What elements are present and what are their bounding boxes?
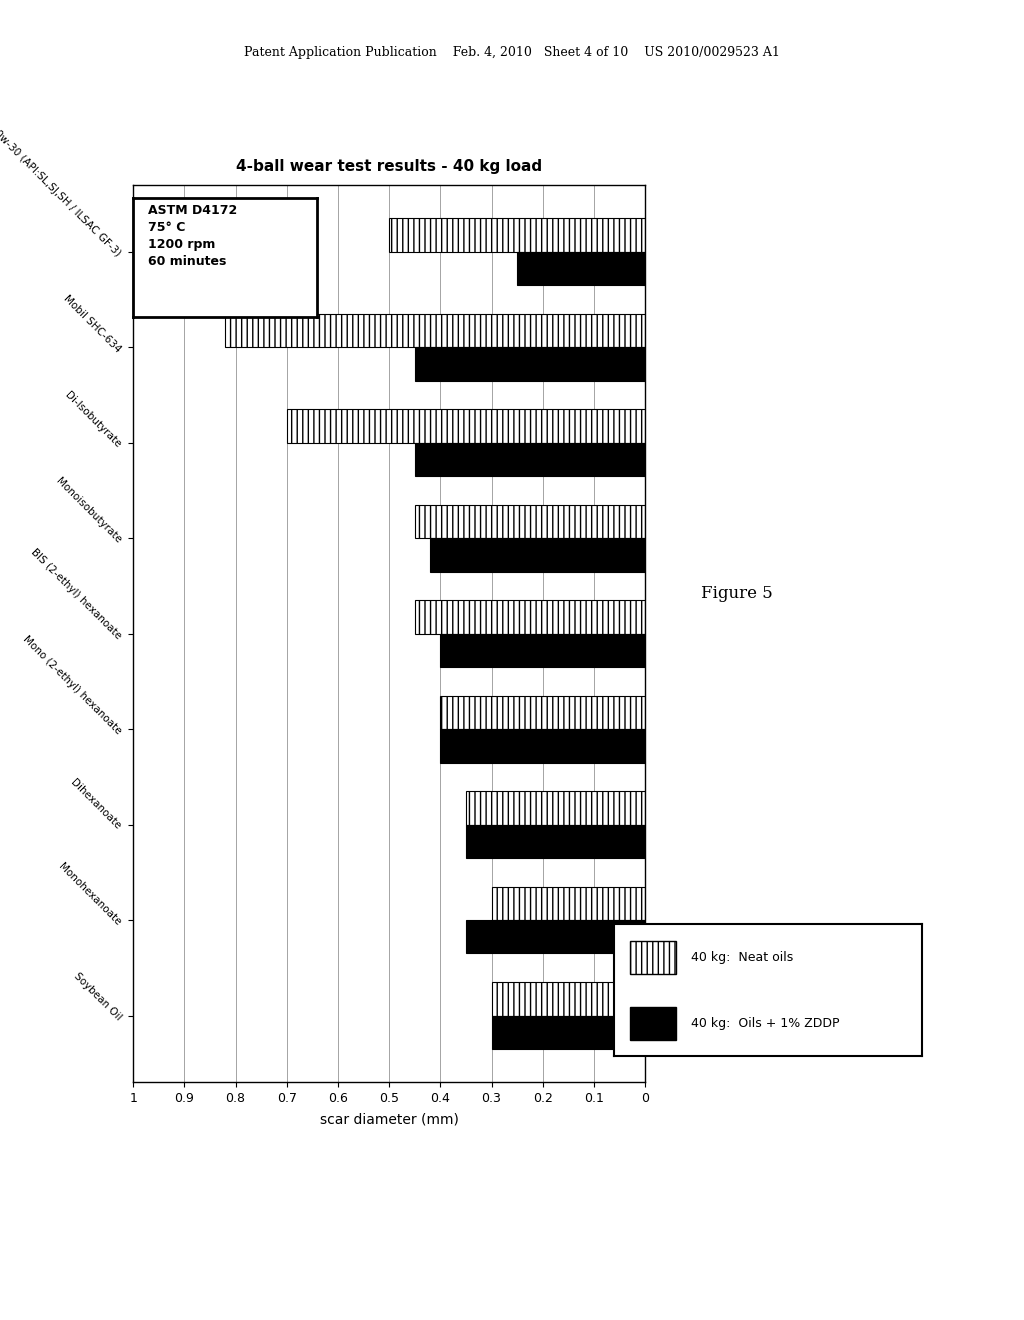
Bar [466,825,645,858]
Text: Dihexanoate: Dihexanoate [69,777,123,832]
FancyBboxPatch shape [630,941,676,974]
Text: ASTM D4172
75° C
1200 rpm
60 minutes: ASTM D4172 75° C 1200 rpm 60 minutes [147,205,238,268]
Bar [225,314,645,347]
Text: Figure 5: Figure 5 [701,586,773,602]
FancyBboxPatch shape [630,1007,676,1040]
Bar [415,442,645,477]
Title: 4-ball wear test results - 40 kg load: 4-ball wear test results - 40 kg load [237,158,542,174]
Bar [440,729,645,763]
Bar [492,1015,645,1049]
Text: Di-Isobutyrate: Di-Isobutyrate [63,389,123,450]
Bar [466,920,645,953]
Bar [492,982,645,1015]
Bar [440,634,645,667]
Text: SAE 10w-30 (API:SL,SJ,SH / ILSAC GF-3): SAE 10w-30 (API:SL,SJ,SH / ILSAC GF-3) [0,107,123,259]
Text: 40 kg:  Neat oils: 40 kg: Neat oils [691,950,794,964]
Text: Mobil SHC-634: Mobil SHC-634 [61,293,123,354]
Bar [415,601,645,634]
Bar [415,504,645,539]
Text: Soybean Oil: Soybean Oil [72,972,123,1023]
Text: Patent Application Publication    Feb. 4, 2010   Sheet 4 of 10    US 2010/002952: Patent Application Publication Feb. 4, 2… [244,46,780,59]
Bar [517,252,645,285]
Text: BIS (2-ethyl) hexanoate: BIS (2-ethyl) hexanoate [29,546,123,640]
X-axis label: scar diameter (mm): scar diameter (mm) [319,1111,459,1126]
Bar [466,791,645,825]
Bar [415,347,645,380]
Text: Mono (2-ethyl) hexanoate: Mono (2-ethyl) hexanoate [20,634,123,737]
Bar [389,218,645,252]
Bar [430,539,645,572]
Text: Monohexanoate: Monohexanoate [56,861,123,927]
Bar [492,887,645,920]
Text: Monoisobutyrate: Monoisobutyrate [53,477,123,545]
Text: 40 kg:  Oils + 1% ZDDP: 40 kg: Oils + 1% ZDDP [691,1016,840,1030]
Bar [440,696,645,729]
Bar [287,409,645,442]
